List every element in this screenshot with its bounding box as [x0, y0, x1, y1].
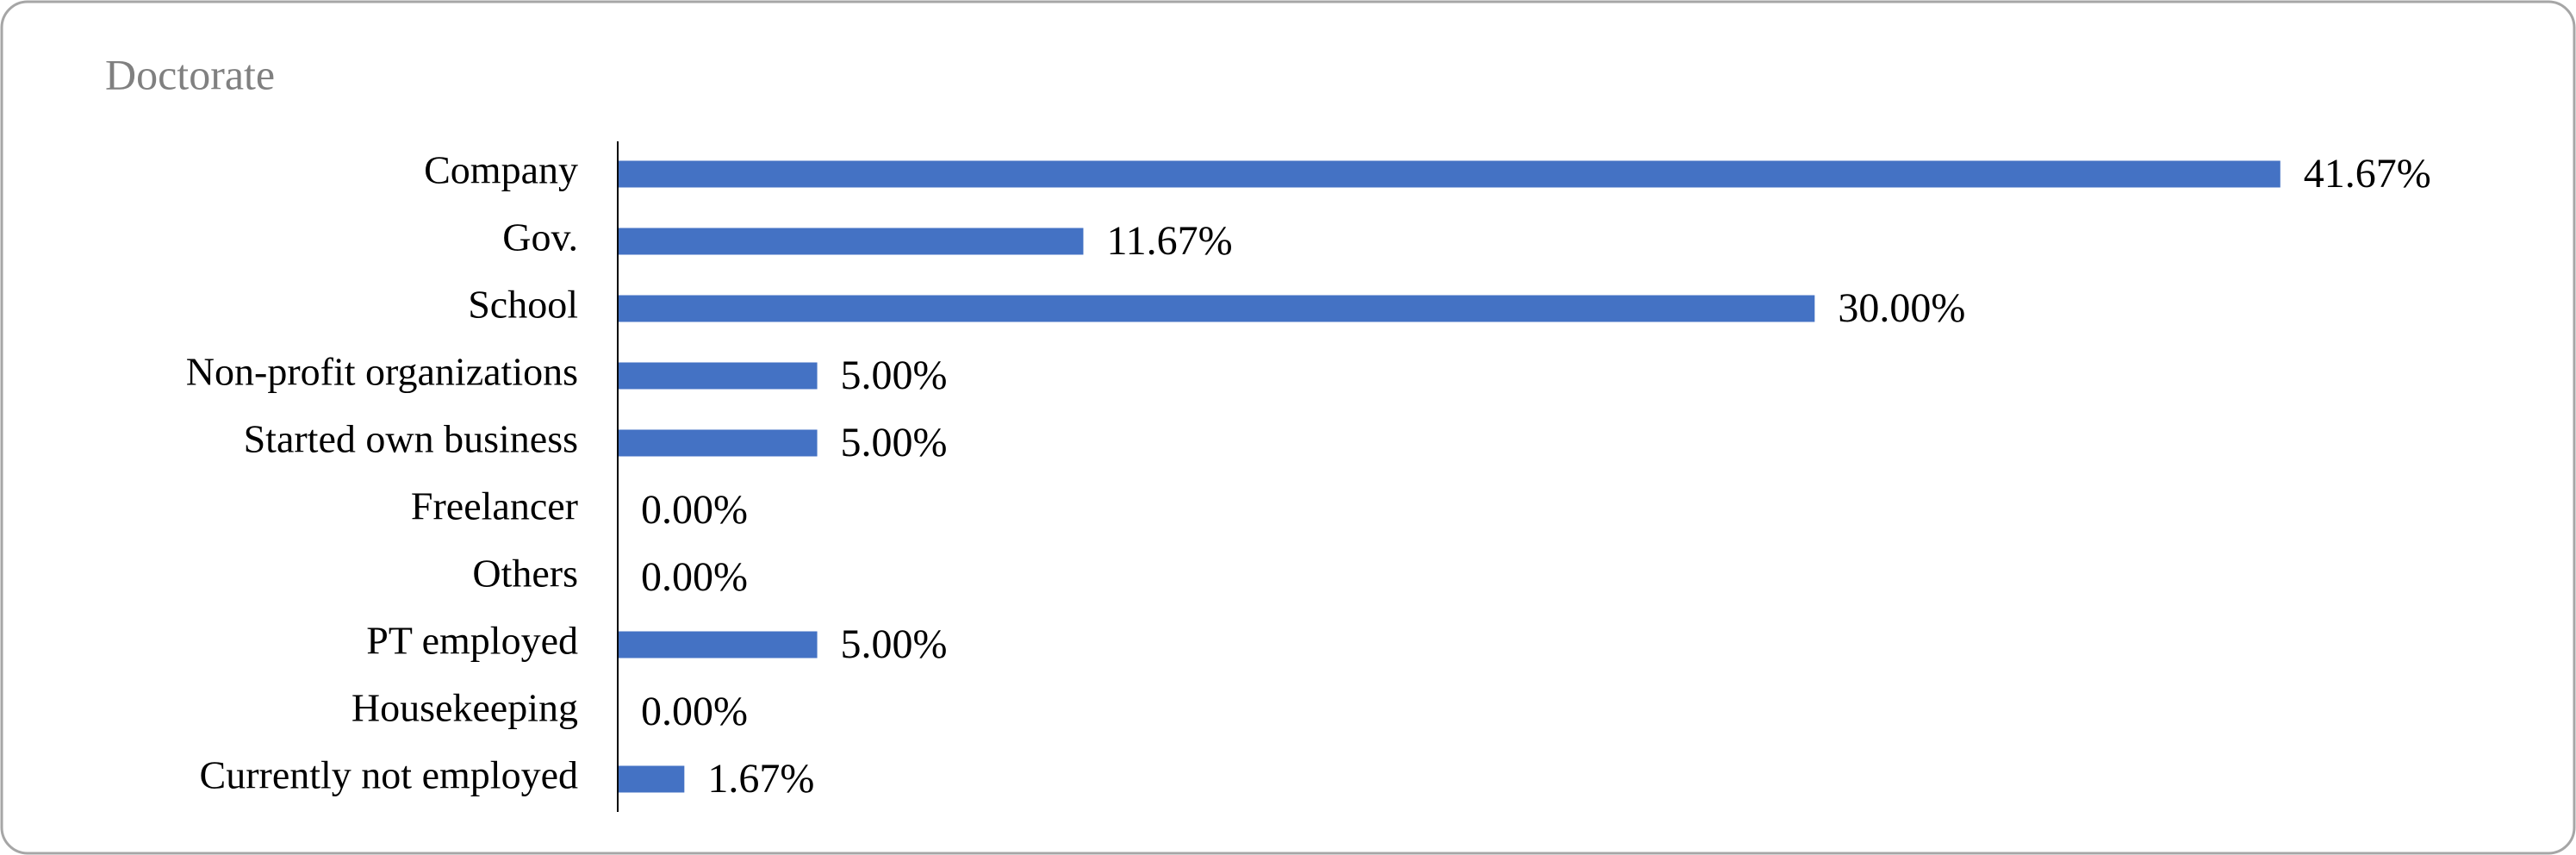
category-label: School [468, 283, 578, 327]
category-label: PT employed [366, 619, 578, 663]
bar [618, 228, 1084, 255]
data-label: 5.00% [841, 621, 948, 667]
bar [618, 429, 818, 457]
data-label: 1.67% [707, 756, 814, 802]
category-label: Freelancer [411, 484, 578, 528]
category-label: Non-profit organizations [186, 350, 578, 394]
bar [618, 765, 685, 793]
category-label: Housekeeping [352, 686, 578, 730]
category-label: Company [424, 148, 578, 192]
data-label: 41.67% [2304, 151, 2431, 197]
data-label: 0.00% [641, 554, 748, 600]
data-label: 11.67% [1106, 218, 1232, 264]
bar [618, 631, 818, 658]
category-label: Started own business [244, 417, 578, 461]
data-label: 0.00% [641, 487, 748, 533]
chart-title: Doctorate [105, 50, 275, 98]
bar [618, 295, 1815, 322]
category-label: Others [472, 552, 578, 596]
category-label: Currently not employed [200, 753, 578, 797]
data-label: 5.00% [841, 353, 948, 398]
bar [618, 160, 2280, 188]
data-label: 0.00% [641, 689, 748, 734]
bar [618, 362, 818, 390]
category-label: Gov. [502, 215, 578, 259]
data-label: 30.00% [1838, 285, 1965, 331]
data-label: 5.00% [841, 420, 948, 465]
